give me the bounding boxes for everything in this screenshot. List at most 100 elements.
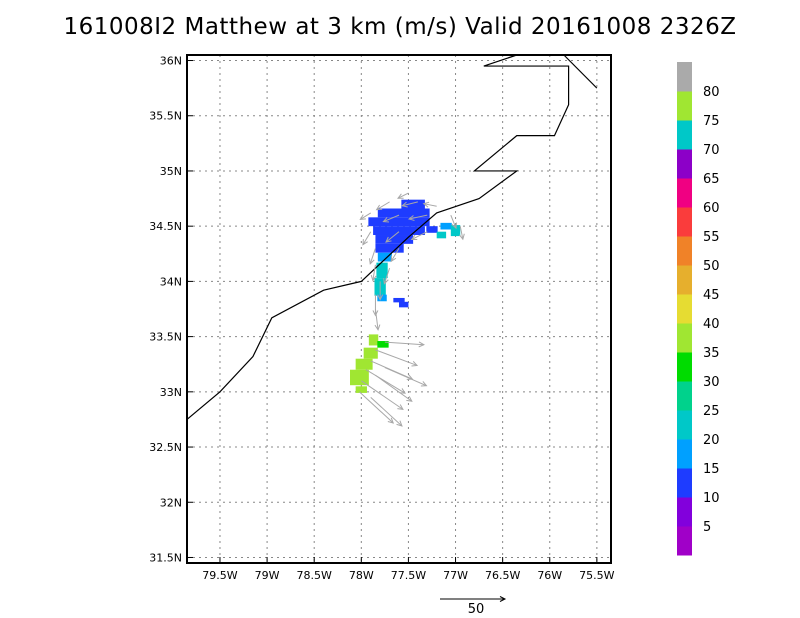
- colorbar-label-8: 45: [703, 288, 720, 303]
- x-tick-label-3: 78W: [349, 569, 374, 582]
- wind-vector-9-shaft: [385, 231, 400, 243]
- wind-vector-18: [374, 308, 381, 331]
- wind-vector-14: [370, 264, 377, 282]
- wind-vector-5: [382, 214, 400, 223]
- wind-vector-11: [459, 226, 465, 241]
- colorbar-label-13: 70: [703, 143, 720, 158]
- wind-vector-8-shaft: [362, 231, 372, 245]
- plot-frame: [186, 54, 612, 564]
- coastline-main: [186, 54, 570, 420]
- wind-vector-18-shaft: [374, 308, 379, 330]
- chart-title: 161008I2 Matthew at 3 km (m/s) Valid 201…: [63, 14, 737, 40]
- wind-cell-3: [373, 226, 425, 236]
- wind-vector-15-shaft: [383, 267, 391, 284]
- wind-cell-17: [377, 341, 389, 348]
- wind-vector-2-head: [401, 201, 408, 208]
- colorbar-segment-12: [677, 178, 692, 208]
- colorbar-segment-1: [677, 497, 692, 527]
- colorbar-label-14: 75: [703, 114, 720, 129]
- colorbar-label-2: 15: [703, 462, 720, 477]
- wind-cell-6: [440, 222, 452, 230]
- wind-vector-13-shaft: [390, 248, 400, 262]
- wind-vector-20: [375, 349, 419, 367]
- wind-vector-3: [422, 201, 437, 208]
- wind-vector-27-shaft: [370, 396, 403, 427]
- wind-vector-0-head: [397, 193, 404, 199]
- wind-cell-19: [355, 358, 373, 370]
- y-tick-label-9: 36N: [160, 55, 182, 68]
- wind-vector-12-shaft: [369, 248, 376, 265]
- colorbar-label-15: 80: [703, 85, 720, 100]
- wind-cell-14: [393, 297, 405, 303]
- wind-vector-20-shaft: [375, 349, 418, 366]
- y-tick-label-8: 35.5N: [149, 110, 182, 123]
- colorbar-segment-14: [677, 120, 692, 150]
- wind-vector-22-shaft: [365, 369, 406, 394]
- wind-vector-14-head: [370, 274, 377, 282]
- colorbar-segment-11: [677, 207, 692, 237]
- wind-vector-0-shaft: [397, 192, 409, 199]
- colorbar-segment-3: [677, 439, 692, 469]
- wind-vector-20-head: [411, 361, 419, 367]
- wind-cell-10: [377, 252, 392, 262]
- colorbar-label-9: 50: [703, 259, 720, 274]
- colorbar-segment-15: [677, 91, 692, 121]
- wind-vector-24: [359, 391, 395, 424]
- reference-label: 50: [468, 602, 485, 617]
- wind-vector-8-head: [362, 239, 368, 246]
- wind-vector-10-shaft: [411, 231, 428, 240]
- wind-cell-13: [377, 294, 387, 302]
- wind-vector-13: [390, 248, 400, 263]
- wind-vector-24-head: [387, 417, 395, 424]
- wind-vector-27: [370, 396, 403, 427]
- wind-vector-19: [384, 341, 425, 348]
- wind-vector-11-shaft: [459, 226, 464, 240]
- wind-vector-25: [375, 374, 413, 402]
- colorbar-segment-10: [677, 236, 692, 266]
- wind-cell-7: [450, 225, 461, 237]
- wind-vector-6-shaft: [408, 214, 428, 220]
- wind-vector-5-shaft: [383, 214, 400, 223]
- wind-vector-27-head: [396, 420, 403, 427]
- wind-cell-11: [376, 262, 388, 279]
- colorbar-segment-0: [677, 526, 692, 556]
- wind-vector-16: [377, 281, 384, 301]
- colorbar-label-3: 20: [703, 433, 720, 448]
- wind-cell-1: [377, 208, 430, 218]
- wind-vector-13-head: [390, 255, 397, 263]
- colorbar-segment-13: [677, 149, 692, 179]
- wind-cell-5: [375, 243, 404, 253]
- colorbar-label-11: 60: [703, 201, 720, 216]
- wind-vector-22: [365, 369, 406, 394]
- x-tick-label-5: 77W: [443, 569, 468, 582]
- wind-vector-12: [368, 248, 376, 265]
- wind-vector-26-shaft: [384, 367, 427, 387]
- wind-vector-1-head: [375, 204, 383, 211]
- x-tick-label-1: 79W: [255, 569, 280, 582]
- colorbar-label-1: 10: [703, 491, 720, 506]
- wind-cell-2: [368, 217, 430, 227]
- wind-cell-20: [350, 369, 369, 386]
- wind-vector-19-shaft: [384, 341, 424, 346]
- wind-vector-4-head: [359, 214, 366, 221]
- colorbar-segment-9: [677, 265, 692, 295]
- wind-vector-10-head: [410, 234, 418, 240]
- wind-vector-18-head: [374, 324, 381, 331]
- wind-vector-24-shaft: [359, 391, 394, 424]
- x-tick-label-4: 77.5W: [391, 569, 426, 582]
- grid-lines: [187, 55, 611, 563]
- wind-vector-10: [410, 231, 428, 240]
- reference-vector: 50: [440, 596, 507, 617]
- wind-vector-26: [384, 367, 428, 387]
- wind-cell-15: [399, 301, 409, 308]
- y-tick-label-3: 33N: [160, 386, 182, 399]
- wind-vector-5-head: [382, 217, 390, 223]
- wind-cell-16: [368, 334, 379, 346]
- wind-vector-3-shaft: [423, 203, 437, 207]
- colorbar-segment-16: [677, 62, 692, 92]
- wind-vector-7-head: [451, 222, 457, 230]
- y-tick-label-5: 34N: [160, 275, 182, 288]
- wind-vector-3-head: [422, 201, 430, 208]
- x-tick-label-2: 78.5W: [297, 569, 332, 582]
